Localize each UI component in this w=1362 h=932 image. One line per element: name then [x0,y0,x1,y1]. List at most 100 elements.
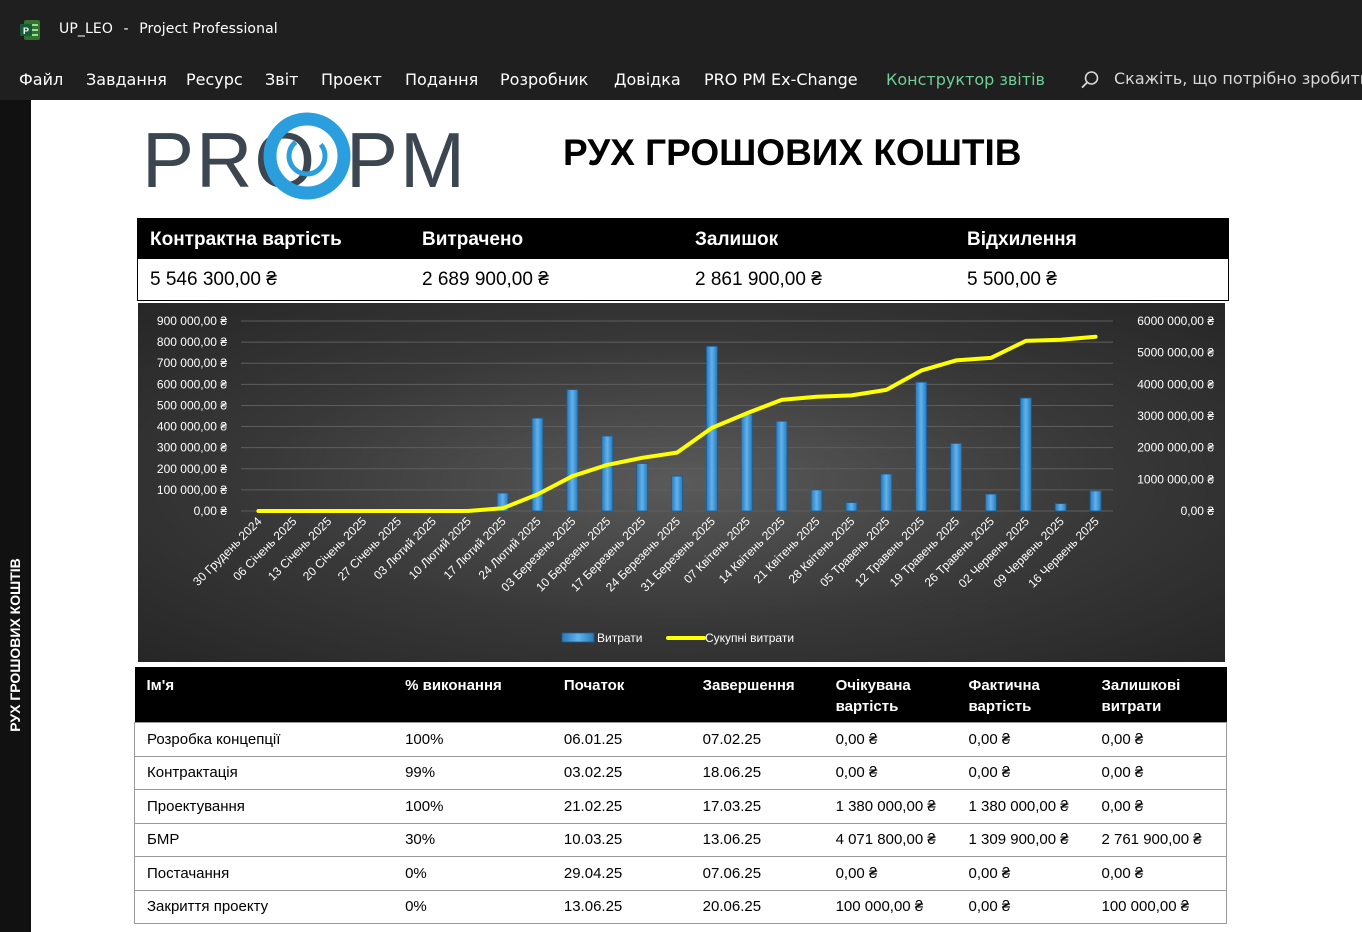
expense-bar [496,492,509,512]
right-axis-tick-label: 3000 000,00 ₴ [1137,409,1214,423]
cashflow-chart-svg: 900 000,00 ₴ 800 000,00 ₴ 700 000,00 ₴ 600 … [157,314,1215,645]
right-axis-tick-label: 2000 000,00 ₴ [1137,441,1214,455]
column-header-name: Ім'я [134,667,394,723]
cell-percent-complete: 99% [393,755,552,790]
cell-percent-complete: 100% [393,722,552,757]
window-title: UP_LEO - Project Professional [59,21,278,37]
menu-project[interactable]: Проект [321,70,382,89]
table-row[interactable]: Закриття проекту 0% 13.06.25 20.06.25 100 00… [134,889,1228,924]
table-row[interactable]: Постачання 0% 29.04.25 07.06.25 0,00 ₴ 0,00 ₴… [134,856,1228,891]
menu-view[interactable]: Подання [405,70,479,89]
expense-bar [740,413,753,512]
kpi-value-remaining: 2 861 900,00 ₴ [695,269,822,290]
menu-developer[interactable]: Розробник [500,70,589,89]
expense-bar [915,381,928,512]
propm-logo: PRO PM [142,112,465,204]
column-header-line: % виконання [405,677,502,694]
expense-bar [531,417,544,512]
cell-percent-complete: 0% [393,889,552,924]
cell-name: Контрактація [134,755,394,790]
left-axis-tick-label: 300 000,00 ₴ [157,441,227,455]
left-axis-tick-label: 0,00 ₴ [194,504,228,518]
column-header-line: Залишкові [1101,677,1181,694]
table-row[interactable]: Проектування 100% 21.02.25 17.03.25 1 380 00… [134,789,1228,824]
cell-start: 06.01.25 [551,722,691,757]
menu-report[interactable]: Звіт [265,70,299,89]
column-header-percent-complete: % виконання [393,667,552,723]
cell-finish: 18.06.25 [690,755,824,790]
kpi-summary: Контрактна вартість Витрачено Залишок Ві… [137,218,1229,301]
tasks-table: Ім'я % виконання Початок Завершення Очікуван… [134,667,1228,924]
column-header-line: Завершення [702,677,795,694]
column-header-finish: Завершення [690,667,824,723]
sidebar-report-label[interactable]: РУХ ГРОШОВИХ КОШТІВ [7,558,23,732]
logo-text-right: PM [346,116,465,204]
kpi-header [138,219,1228,259]
cell-name: Розробка концепції [134,722,394,757]
cell-name: Проектування [134,789,394,824]
cell-expected-cost: 4 071 800,00 ₴ [823,822,957,857]
legend-label-expenses: Витрати [597,631,643,645]
cell-actual-cost: 1 380 000,00 ₴ [956,789,1090,824]
report-sidebar: РУХ ГРОШОВИХ КОШТІВ [0,100,31,932]
cell-start: 29.04.25 [551,856,691,891]
column-header-line: Очікувана [835,677,911,694]
cell-percent-complete: 30% [393,822,552,857]
kpi-value-variance: 5 500,00 ₴ [967,269,1057,290]
column-header-line: Ім'я [146,677,175,694]
cell-finish: 17.03.25 [690,789,824,824]
left-axis-tick-label: 900 000,00 ₴ [157,314,227,328]
kpi-label-variance: Відхилення [967,229,1077,250]
cell-expected-cost: 0,00 ₴ [823,722,957,757]
expense-bar [1019,397,1032,512]
app-name: Project Professional [139,21,278,37]
table-row[interactable]: Контрактація 99% 03.02.25 18.06.25 0,00 ₴ 0,0… [134,755,1228,790]
menu-report-designer[interactable]: Конструктор звітів [886,70,1045,89]
expense-bar [985,493,997,512]
menu-pro-pm-exchange[interactable]: PRO PM Ex-Change [704,70,858,89]
column-header-line: Фактична [968,677,1040,694]
legend-swatch-expenses [561,632,595,643]
right-axis-tick-label: 0,00 ₴ [1181,504,1215,518]
title-separator: - [123,21,129,37]
menu-help[interactable]: Довідка [614,70,681,89]
cell-finish: 07.06.25 [690,856,824,891]
cell-finish: 20.06.25 [690,889,824,924]
expense-bar [810,489,823,512]
cell-finish: 07.02.25 [690,722,824,757]
left-axis-tick-label: 400 000,00 ₴ [157,420,227,434]
project-app-icon: P [20,20,40,40]
cell-remaining-cost: 2 761 900,00 ₴ [1089,822,1228,857]
left-axis-tick-label: 500 000,00 ₴ [157,398,227,412]
cell-actual-cost: 0,00 ₴ [956,856,1090,891]
left-axis-tick-label: 700 000,00 ₴ [157,356,227,370]
kpi-label-contract: Контрактна вартість [150,229,342,250]
search-placeholder[interactable]: Скажіть, що потрібно зробити [1114,69,1362,88]
column-header-remaining-cost: Залишкові витрати [1089,667,1227,723]
kpi-value-contract: 5 546 300,00 ₴ [150,269,277,290]
cell-start: 03.02.25 [551,755,691,790]
expense-bar [671,475,683,512]
left-axis-tick-label: 200 000,00 ₴ [157,462,227,476]
left-axis-tick-label: 600 000,00 ₴ [157,377,227,391]
cell-remaining-cost: 100 000,00 ₴ [1089,889,1228,924]
cell-remaining-cost: 0,00 ₴ [1089,789,1228,824]
cell-start: 21.02.25 [551,789,691,824]
expense-bar [566,389,579,512]
cashflow-chart[interactable]: 900 000,00 ₴ 800 000,00 ₴ 700 000,00 ₴ 600 … [138,303,1225,662]
table-body: Розробка концепції 100% 06.01.25 07.02.25 0,… [134,722,1228,924]
cell-start: 13.06.25 [551,889,691,924]
menu-task[interactable]: Завдання [86,70,167,89]
table-row[interactable]: БМР 30% 10.03.25 13.06.25 4 071 800,00 ₴ 1 30… [134,822,1228,857]
menu-file[interactable]: Файл [19,70,64,89]
left-axis-tick-label: 100 000,00 ₴ [157,483,227,497]
search-icon [1081,71,1099,89]
column-header-line: витрати [1101,698,1162,715]
expense-bar [636,463,649,512]
cell-expected-cost: 100 000,00 ₴ [823,889,957,924]
cell-percent-complete: 0% [393,856,552,891]
expense-bar [950,443,962,512]
menu-resource[interactable]: Ресурс [186,70,243,89]
table-row[interactable]: Розробка концепції 100% 06.01.25 07.02.25 0,… [134,722,1228,757]
cell-finish: 13.06.25 [690,822,824,857]
